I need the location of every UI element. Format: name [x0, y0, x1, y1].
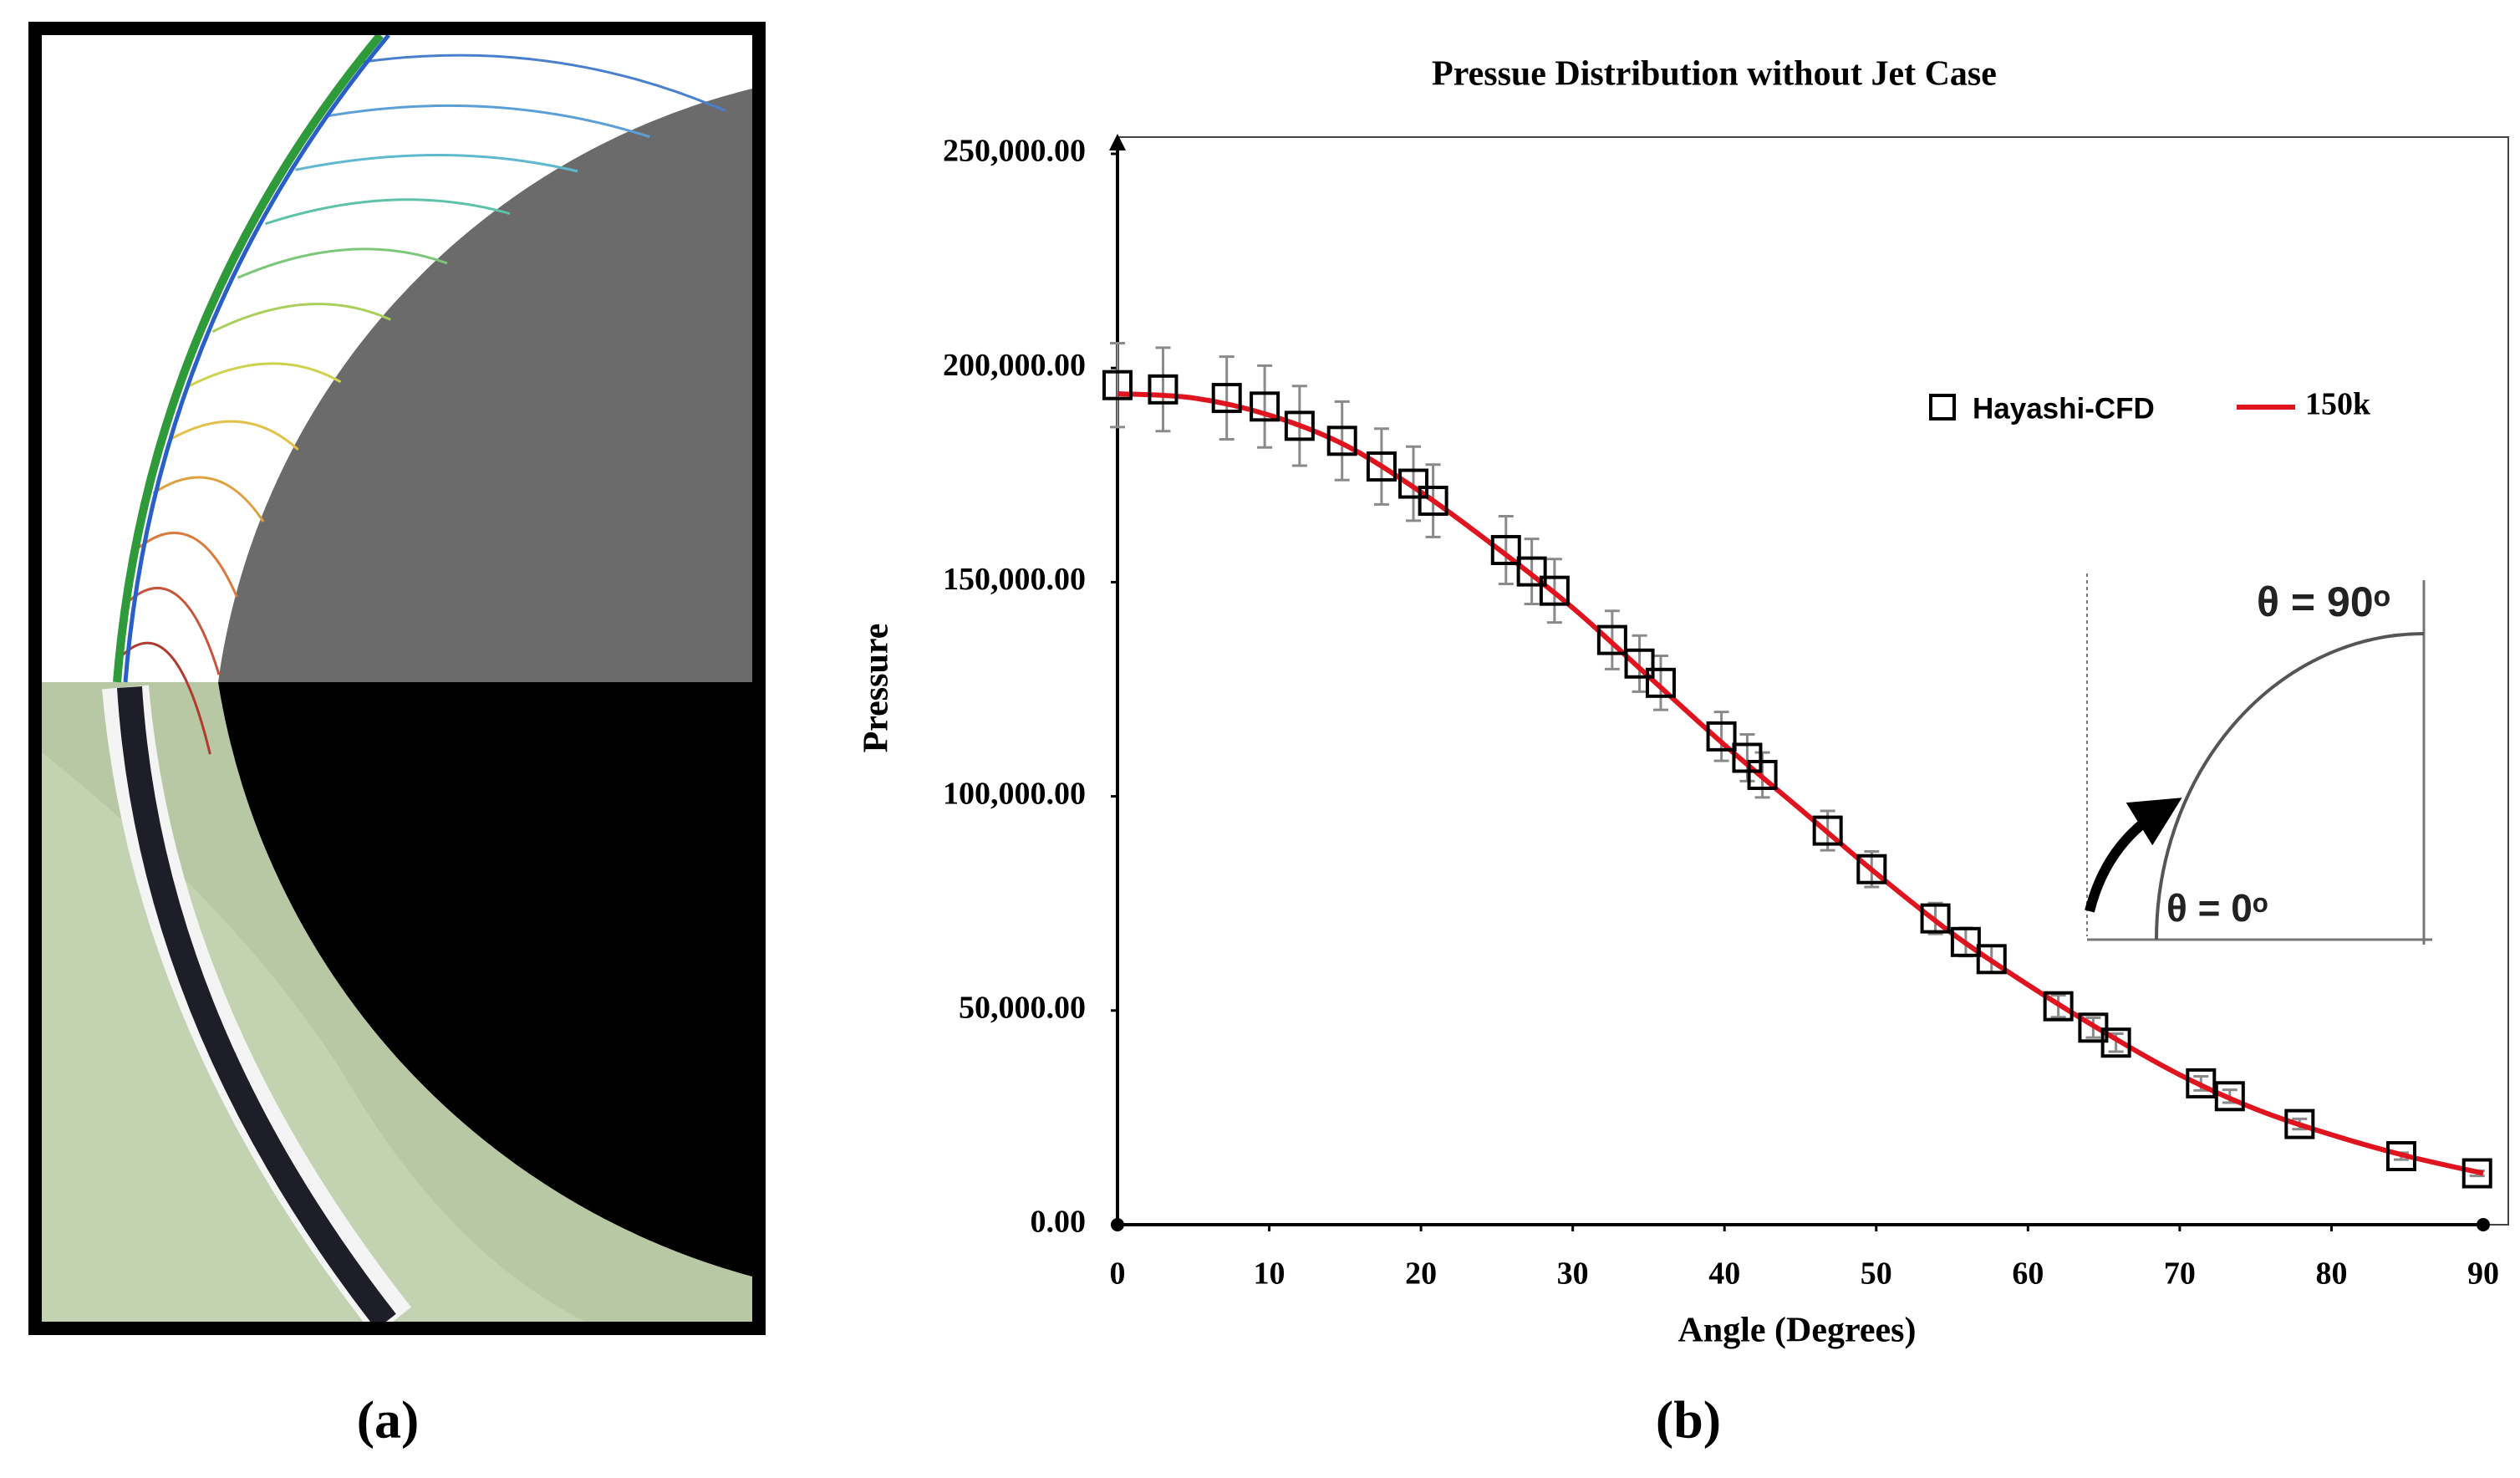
marker [1596, 624, 1627, 655]
error-bar [1632, 634, 1647, 693]
marker [1856, 854, 1887, 884]
error-bar [1524, 538, 1540, 606]
marker [1732, 742, 1763, 773]
marker [1950, 926, 1981, 957]
marker [1706, 721, 1737, 752]
marker [2214, 1081, 2245, 1112]
y-tick-label: 250,000.00 [943, 134, 1086, 169]
x-tick-label: 60 [2012, 1256, 2044, 1292]
x-tick-label: 10 [1254, 1256, 1285, 1292]
panel-label: (a) [357, 1390, 420, 1450]
y-tick-label: 0.00 [1031, 1205, 1087, 1240]
x-tick-label: 40 [1708, 1256, 1740, 1292]
marker [1211, 383, 1242, 414]
x-axis-label: Angle (Degrees) [1678, 1312, 1917, 1350]
contour [265, 198, 511, 226]
marker [1250, 391, 1280, 422]
plot: 0.00 50,000.00 100,000.00 150,000.00 200,000… [943, 134, 2509, 1292]
x-tick-label: 50 [1861, 1256, 1892, 1292]
contour [211, 303, 391, 334]
marker [2385, 1141, 2416, 1172]
contour [189, 362, 342, 387]
image-frame [28, 22, 766, 1335]
marker [2100, 1027, 2131, 1058]
x-tick-label: 0 [1110, 1256, 1126, 1292]
error-bar [1155, 346, 1171, 433]
contour [362, 54, 726, 112]
body-upper [218, 89, 752, 682]
error-bar [1219, 355, 1235, 441]
contour [295, 154, 578, 173]
plot-frame [1117, 136, 2509, 1226]
marker [2284, 1108, 2315, 1139]
marker [1398, 468, 1429, 499]
marker [1539, 575, 1570, 606]
y-tick-label: 200,000.00 [943, 348, 1086, 383]
marker [1645, 667, 1676, 698]
marker [2186, 1068, 2217, 1098]
marker [1516, 556, 1547, 587]
marker [1102, 370, 1133, 400]
x-tick-label: 20 [1405, 1256, 1437, 1292]
marker [1418, 486, 1448, 517]
inset-schematic: θ = 90ᵒ θ = 0ᵒ [2085, 573, 2432, 945]
x-tick-label: 90 [2467, 1256, 2499, 1292]
contour [138, 532, 238, 598]
marker [1284, 410, 1315, 441]
contour [327, 104, 650, 139]
marker [1366, 451, 1397, 482]
shock-line [123, 35, 390, 683]
annotation: θ = 0ᵒ [2166, 886, 2268, 930]
chart-title: Pressue Distribution without Jet Case [1432, 55, 1997, 94]
y-tick-label: 150,000.00 [943, 562, 1086, 597]
flow-image [42, 35, 752, 1322]
y-tick-label: 100,000.00 [943, 776, 1086, 811]
contour [237, 247, 448, 279]
error-bar [1739, 733, 1755, 782]
marker [1490, 534, 1521, 565]
legend-swatch [1929, 394, 1956, 420]
y-axis-label: Pressure [858, 624, 896, 753]
marker [1920, 903, 1951, 934]
contour [121, 641, 211, 755]
series-line [1117, 390, 2484, 1176]
body-lower [218, 682, 752, 1277]
marker [1326, 426, 1357, 456]
marker [1747, 759, 1778, 790]
shock-schlieren [117, 686, 396, 1322]
shock-line [113, 35, 384, 683]
marker [1812, 815, 1843, 846]
x-tick-label: 80 [2315, 1256, 2347, 1292]
y-tick-label: 50,000.00 [959, 991, 1086, 1026]
error-bar [1110, 341, 1125, 429]
contour [152, 476, 265, 522]
marker [2461, 1158, 2492, 1189]
error-bar [1406, 445, 1422, 522]
panel-label: (b) [1656, 1390, 1721, 1450]
error-bar [1713, 711, 1729, 762]
x-tick-label: 30 [1557, 1256, 1589, 1292]
inset-arc [2155, 632, 2425, 940]
x-tick-label: 70 [2164, 1256, 2196, 1292]
contour [128, 587, 221, 675]
error-bar [1652, 655, 1668, 711]
marker [1148, 374, 1179, 405]
error-bar [1498, 514, 1514, 585]
annotation: θ = 90ᵒ [2257, 578, 2390, 625]
error-bar [1257, 364, 1273, 449]
marker [1624, 648, 1655, 679]
contour [169, 420, 299, 451]
marker [1976, 944, 2007, 975]
legend-label: Hayashi-CFD [1973, 392, 2155, 425]
contours [121, 54, 726, 755]
legend-label: 150k [2305, 387, 2371, 422]
marker [2043, 991, 2074, 1022]
inset-arrow [2085, 798, 2182, 913]
